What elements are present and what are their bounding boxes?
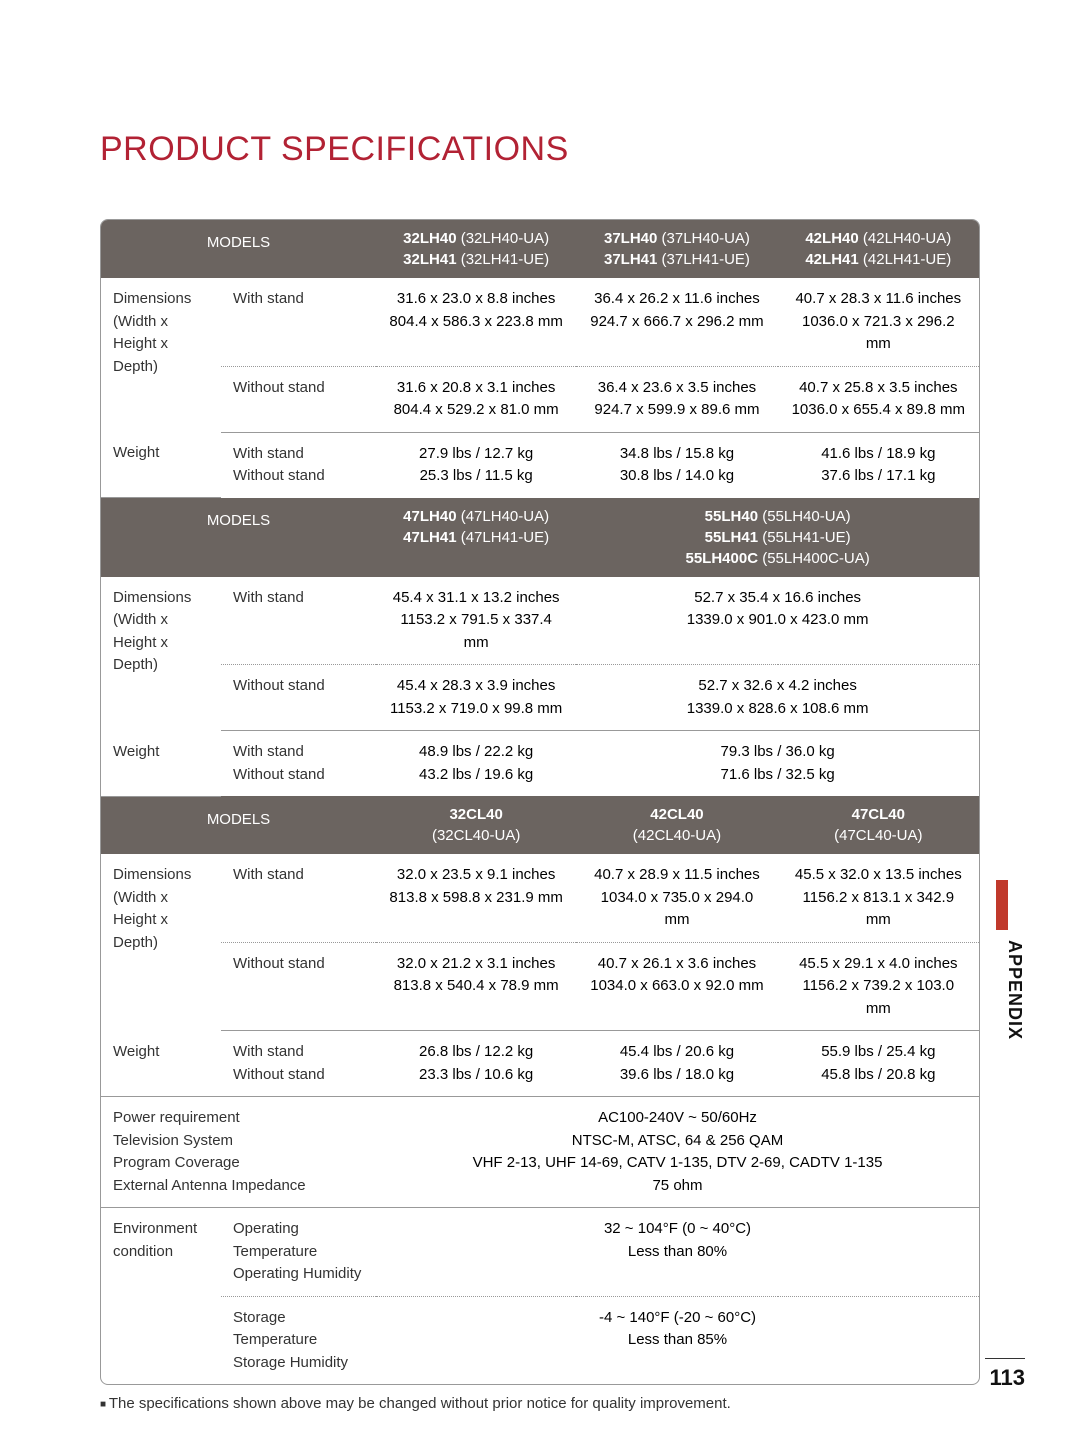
table-row: Dimensions(Width x Height x Depth) With … [101, 278, 979, 366]
page-number: 113 [990, 1365, 1026, 1391]
model-col-47lh40: 47LH40 (47LH40-UA)47LH41 (47LH41-UE) [376, 498, 576, 577]
general-values: AC100-240V ~ 50/60Hz NTSC-M, ATSC, 64 & … [376, 1097, 979, 1208]
dim-cell: 36.4 x 26.2 x 11.6 inches924.7 x 666.7 x… [576, 278, 777, 366]
without-stand-label: Without stand [221, 366, 376, 432]
model-col-32cl40: 32CL40(32CL40-UA) [376, 796, 576, 854]
table-row: Weight With standWithout stand 48.9 lbs … [101, 731, 979, 797]
dim-cell: 45.4 x 28.3 x 3.9 inches1153.2 x 719.0 x… [376, 665, 576, 731]
dimensions-label: Dimensions(Width x Height x Depth) [101, 577, 221, 731]
without-stand-label: Without stand [221, 942, 376, 1031]
dim-cell: 40.7 x 28.9 x 11.5 inches1034.0 x 735.0 … [576, 854, 777, 942]
weight-label: Weight [101, 432, 221, 498]
model-col-42lh40: 42LH40 (42LH40-UA) 42LH41 (42LH41-UE) [778, 220, 979, 278]
general-labels: Power requirement Television System Prog… [101, 1097, 376, 1208]
dim-cell: 45.5 x 29.1 x 4.0 inches1156.2 x 739.2 x… [778, 942, 979, 1031]
dim-cell: 36.4 x 23.6 x 3.5 inches924.7 x 599.9 x … [576, 366, 777, 432]
models-header: MODELS [101, 498, 376, 577]
table-row: Storage TemperatureStorage Humidity -4 ~… [101, 1296, 979, 1384]
weight-cell: 34.8 lbs / 15.8 kg30.8 lbs / 14.0 kg [576, 432, 777, 498]
models-header: MODELS [101, 796, 376, 854]
table-row: Without stand 45.4 x 28.3 x 3.9 inches11… [101, 665, 979, 731]
weight-sub-label: With standWithout stand [221, 731, 376, 797]
model-col-47cl40: 47CL40(47CL40-UA) [778, 796, 979, 854]
table-row: Weight With standWithout stand 26.8 lbs … [101, 1031, 979, 1097]
footnote-text: The specifications shown above may be ch… [100, 1395, 980, 1412]
without-stand-label: Without stand [221, 665, 376, 731]
page-title: PRODUCT SPECIFICATIONS [100, 130, 980, 169]
operating-label: Operating TemperatureOperating Humidity [221, 1208, 376, 1297]
weight-sub-label: With standWithout stand [221, 432, 376, 498]
weight-cell: 26.8 lbs / 12.2 kg23.3 lbs / 10.6 kg [376, 1031, 576, 1097]
table-row: Dimensions(Width x Height x Depth) With … [101, 577, 979, 665]
dimensions-label: Dimensions(Width x Height x Depth) [101, 278, 221, 432]
with-stand-label: With stand [221, 854, 376, 942]
with-stand-label: With stand [221, 278, 376, 366]
environment-label: Environment condition [101, 1208, 221, 1385]
appendix-tab [996, 880, 1008, 930]
weight-cell: 79.3 lbs / 36.0 kg71.6 lbs / 32.5 kg [576, 731, 979, 797]
table-row: Power requirement Television System Prog… [101, 1097, 979, 1208]
operating-values: 32 ~ 104°F (0 ~ 40°C)Less than 80% [376, 1208, 979, 1297]
weight-cell: 45.4 lbs / 20.6 kg39.6 lbs / 18.0 kg [576, 1031, 777, 1097]
section1-header: MODELS 32LH40 (32LH40-UA) 32LH41 (32LH41… [101, 220, 979, 278]
section3-header: MODELS 32CL40(32CL40-UA) 42CL40(42CL40-U… [101, 796, 979, 854]
weight-cell: 48.9 lbs / 22.2 kg43.2 lbs / 19.6 kg [376, 731, 576, 797]
spec-table-container: MODELS 32LH40 (32LH40-UA) 32LH41 (32LH41… [100, 219, 980, 1385]
dim-cell: 45.4 x 31.1 x 13.2 inches1153.2 x 791.5 … [376, 577, 576, 665]
dim-cell: 45.5 x 32.0 x 13.5 inches1156.2 x 813.1 … [778, 854, 979, 942]
weight-cell: 55.9 lbs / 25.4 kg45.8 lbs / 20.8 kg [778, 1031, 979, 1097]
dim-cell: 32.0 x 23.5 x 9.1 inches813.8 x 598.8 x … [376, 854, 576, 942]
page-number-rule [985, 1358, 1025, 1359]
weight-sub-label: With standWithout stand [221, 1031, 376, 1097]
model-col-42cl40: 42CL40(42CL40-UA) [576, 796, 777, 854]
dim-cell: 40.7 x 25.8 x 3.5 inches1036.0 x 655.4 x… [778, 366, 979, 432]
table-row: Without stand 31.6 x 20.8 x 3.1 inches80… [101, 366, 979, 432]
appendix-label: APPENDIX [1004, 940, 1025, 1040]
weight-label: Weight [101, 731, 221, 797]
dim-cell: 52.7 x 32.6 x 4.2 inches1339.0 x 828.6 x… [576, 665, 979, 731]
dim-cell: 52.7 x 35.4 x 16.6 inches1339.0 x 901.0 … [576, 577, 979, 665]
weight-label: Weight [101, 1031, 221, 1097]
dimensions-label: Dimensions(Width x Height x Depth) [101, 854, 221, 1031]
dim-cell: 31.6 x 23.0 x 8.8 inches804.4 x 586.3 x … [376, 278, 576, 366]
table-row: Dimensions(Width x Height x Depth) With … [101, 854, 979, 942]
dim-cell: 40.7 x 28.3 x 11.6 inches1036.0 x 721.3 … [778, 278, 979, 366]
table-row: Without stand 32.0 x 21.2 x 3.1 inches81… [101, 942, 979, 1031]
table-row: Weight With standWithout stand 27.9 lbs … [101, 432, 979, 498]
weight-cell: 41.6 lbs / 18.9 kg37.6 lbs / 17.1 kg [778, 432, 979, 498]
model-col-55lh40: 55LH40 (55LH40-UA)55LH41 (55LH41-UE)55LH… [576, 498, 979, 577]
dim-cell: 31.6 x 20.8 x 3.1 inches804.4 x 529.2 x … [376, 366, 576, 432]
section2-header: MODELS 47LH40 (47LH40-UA)47LH41 (47LH41-… [101, 498, 979, 577]
table-row: Environment condition Operating Temperat… [101, 1208, 979, 1297]
storage-values: -4 ~ 140°F (-20 ~ 60°C)Less than 85% [376, 1296, 979, 1384]
with-stand-label: With stand [221, 577, 376, 665]
storage-label: Storage TemperatureStorage Humidity [221, 1296, 376, 1384]
dim-cell: 32.0 x 21.2 x 3.1 inches813.8 x 540.4 x … [376, 942, 576, 1031]
weight-cell: 27.9 lbs / 12.7 kg25.3 lbs / 11.5 kg [376, 432, 576, 498]
spec-table: MODELS 32LH40 (32LH40-UA) 32LH41 (32LH41… [101, 220, 979, 1384]
dim-cell: 40.7 x 26.1 x 3.6 inches1034.0 x 663.0 x… [576, 942, 777, 1031]
model-col-37lh40: 37LH40 (37LH40-UA) 37LH41 (37LH41-UE) [576, 220, 777, 278]
models-header: MODELS [101, 220, 376, 278]
model-col-32lh40: 32LH40 (32LH40-UA) 32LH41 (32LH41-UE) [376, 220, 576, 278]
